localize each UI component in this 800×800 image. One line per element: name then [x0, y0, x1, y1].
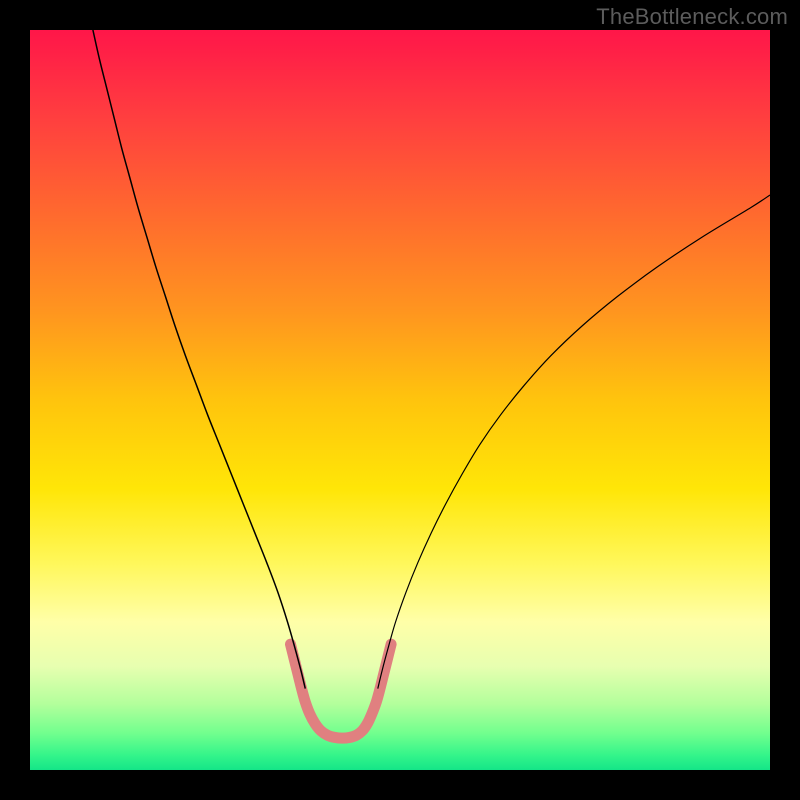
watermark-text: TheBottleneck.com [596, 4, 788, 30]
right-curve-line [378, 195, 770, 689]
curve-layer [30, 30, 770, 770]
outer-frame: TheBottleneck.com [0, 0, 800, 800]
pink-bottom-segment [290, 644, 391, 738]
plot-area [30, 30, 770, 770]
left-curve-line [93, 30, 305, 689]
